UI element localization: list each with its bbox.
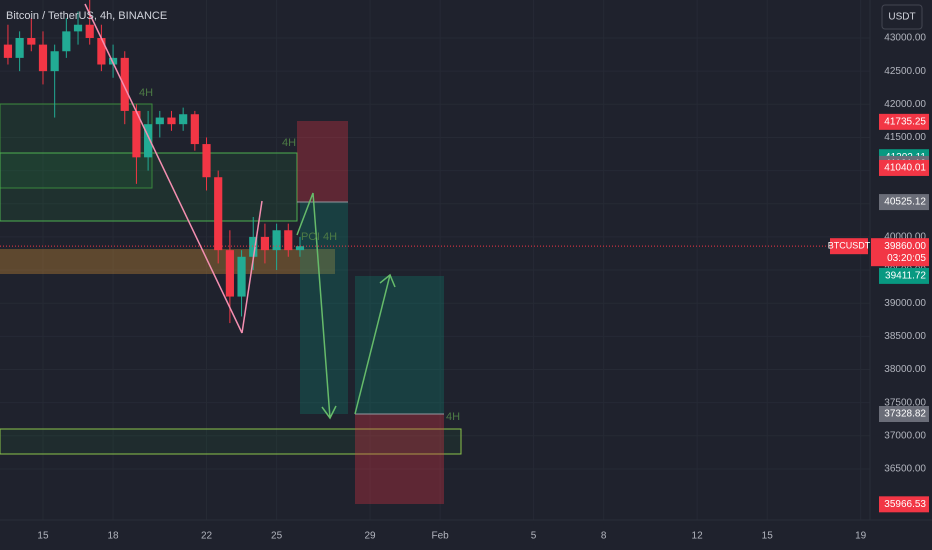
trend-line — [84, 3, 243, 334]
candle-body — [62, 31, 71, 52]
stop-zone — [297, 121, 348, 202]
candle-body — [214, 177, 223, 251]
y-tick-label: 37000.00 — [884, 430, 926, 441]
symbol-label: BTCUSDT — [828, 241, 871, 251]
currency-button[interactable] — [881, 4, 923, 30]
candle-body — [27, 37, 36, 45]
y-tick-label: 42000.00 — [884, 99, 926, 110]
symbol-badge — [830, 238, 868, 255]
y-tick-label: 38000.00 — [884, 364, 926, 375]
candle-body — [144, 124, 153, 158]
price-badge — [879, 194, 929, 211]
price-badge — [879, 113, 929, 130]
candle-body — [15, 37, 24, 58]
x-tick-label: 15 — [37, 531, 49, 542]
y-tick-label: 43000.00 — [884, 33, 926, 44]
countdown-label: 03:20:05 — [887, 253, 926, 264]
chart-title: Bitcoin / TetherUS, 4h, BINANCE — [6, 10, 167, 22]
target-zone — [355, 276, 444, 414]
price-label: 41040.01 — [884, 163, 926, 174]
y-tick-label: 42500.00 — [884, 66, 926, 77]
stop-zone — [355, 414, 444, 504]
candle-body — [167, 117, 176, 125]
candle-body — [85, 24, 94, 38]
arrow — [296, 192, 331, 419]
annotation: 4H — [139, 87, 153, 99]
x-tick-label: 15 — [762, 531, 774, 542]
axis-labels: 43000.0042500.0042000.0041500.0041000.00… — [0, 33, 929, 542]
candle-body — [225, 250, 234, 297]
zone — [0, 103, 153, 189]
candle-body — [190, 114, 199, 145]
poi-zone — [0, 249, 335, 274]
y-tick-label: 41500.00 — [884, 132, 926, 143]
price-label: 37328.82 — [884, 409, 926, 420]
x-tick-label: 5 — [531, 531, 537, 542]
annotation: 4H — [282, 137, 296, 149]
candle-body — [155, 117, 164, 125]
x-tick-label: 25 — [271, 531, 283, 542]
trend-line — [241, 200, 263, 334]
x-tick-label: 19 — [855, 531, 867, 542]
candle-body — [97, 37, 106, 65]
y-tick-label: 37500.00 — [884, 397, 926, 408]
annotation: POI 4H — [301, 231, 337, 243]
price-label: 39860.00 — [884, 241, 926, 252]
y-tick-label: 40000.00 — [884, 232, 926, 243]
candle-body — [132, 110, 141, 158]
price-label: 35966.53 — [884, 499, 926, 510]
candle-body — [202, 144, 211, 178]
candle-body — [3, 44, 13, 58]
candle-body — [295, 246, 305, 251]
candle-body — [272, 230, 281, 251]
x-tick-label: 22 — [201, 531, 213, 542]
candle-body — [260, 236, 270, 251]
candle-body — [284, 230, 293, 251]
price-badge — [879, 159, 929, 176]
arrow — [354, 274, 391, 415]
y-tick-label: 39000.00 — [884, 298, 926, 309]
x-tick-label: 18 — [108, 531, 120, 542]
price-badge — [879, 267, 929, 284]
currency-label[interactable]: USDT — [888, 12, 915, 23]
x-tick-label: 12 — [692, 531, 704, 542]
price-badge — [879, 496, 929, 513]
candles — [3, 0, 305, 324]
x-tick-label: 8 — [601, 531, 607, 542]
price-label: 39411.72 — [885, 271, 926, 282]
candle-body — [38, 44, 48, 72]
target-zone — [300, 202, 348, 414]
price-badge — [871, 238, 929, 267]
candle-body — [50, 51, 59, 72]
x-tick-label: 29 — [364, 531, 376, 542]
x-tick-label: Feb — [432, 531, 450, 542]
annotation: 4H — [446, 411, 460, 423]
y-tick-label: 38500.00 — [884, 331, 926, 342]
candle-body — [179, 114, 188, 125]
arrow-head — [379, 273, 396, 288]
price-label: 41735.25 — [884, 116, 926, 127]
candle-body — [73, 24, 83, 32]
candle-body — [237, 256, 246, 297]
price-label: 40525.12 — [884, 197, 926, 208]
y-tick-label: 36500.00 — [884, 464, 926, 475]
arrow-head — [321, 405, 337, 420]
candle-body — [249, 236, 258, 257]
candle-body — [120, 57, 129, 111]
zone — [0, 428, 462, 455]
price-badge — [879, 405, 929, 422]
